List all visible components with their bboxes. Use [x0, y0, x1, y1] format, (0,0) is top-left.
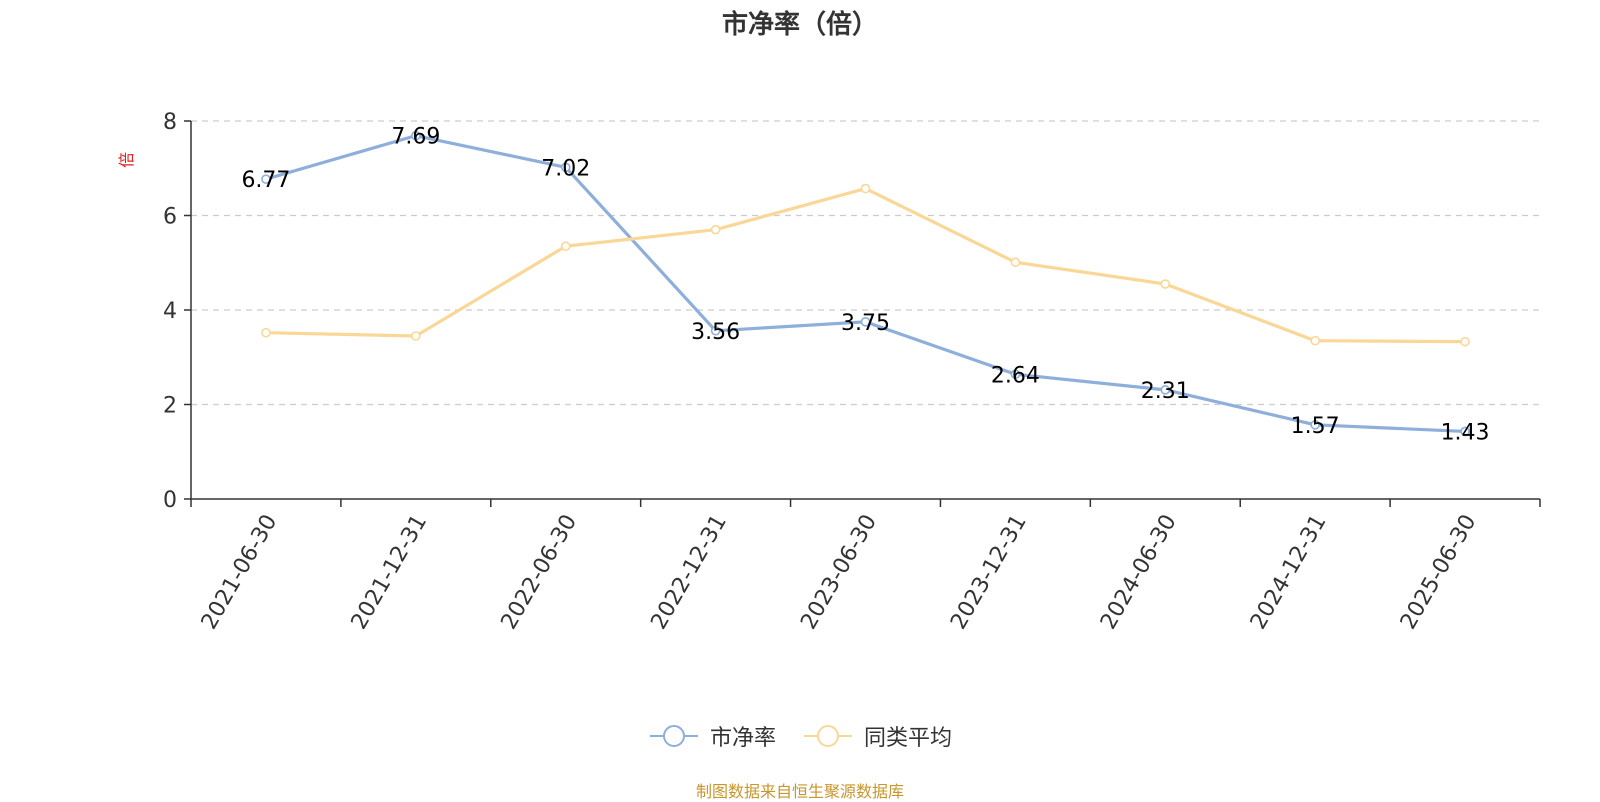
x-tick-label: 2025-06-30 [1396, 511, 1482, 634]
x-tick-label: 2021-06-30 [197, 511, 283, 634]
y-tick-label: 8 [163, 110, 177, 135]
data-point[interactable] [1310, 335, 1320, 346]
data-point[interactable] [1010, 369, 1021, 380]
data-labels: 6.77 7.69 7.02 3.56 3.75 2.64 2.31 1.57 1.43 [241, 125, 1489, 446]
legend: 市净率 同类平均 [0, 720, 1600, 752]
y-axis-unit-label: 倍 [117, 152, 136, 168]
legend-item[interactable]: 同类平均 [802, 720, 952, 752]
legend-marker-icon [649, 725, 698, 747]
series-lines [261, 130, 1470, 437]
data-label: 3.75 [841, 311, 890, 336]
data-label: 6.77 [241, 168, 290, 193]
x-tick-label: 2021-12-31 [347, 511, 433, 634]
data-point[interactable] [560, 162, 571, 173]
data-point[interactable] [411, 130, 421, 141]
data-point[interactable] [1160, 385, 1171, 395]
data-point[interactable] [860, 183, 871, 194]
legend-item[interactable]: 市净率 [648, 720, 776, 752]
data-point[interactable] [710, 325, 721, 336]
y-tick-label: 2 [163, 394, 177, 419]
data-label: 3.56 [691, 320, 740, 345]
data-label: 7.69 [391, 125, 440, 150]
data-label: 2.64 [991, 363, 1040, 388]
y-tick-label: 4 [163, 299, 177, 324]
data-point[interactable] [261, 327, 271, 338]
data-point[interactable] [1010, 257, 1021, 268]
legend-label: 同类平均 [864, 726, 953, 751]
source-note: 制图数据来自恒生聚源数据库 [695, 782, 904, 801]
x-tick-label: 2023-06-30 [796, 511, 882, 634]
data-point[interactable] [261, 174, 271, 184]
data-point[interactable] [1460, 336, 1470, 347]
legend-marker-icon [804, 725, 852, 747]
legend-label: 市净率 [709, 726, 776, 751]
y-tick-label: 6 [163, 205, 177, 230]
axes: 0 2 4 6 8 2021-06-30 2021-12-31 2022-06-30 2022-… [163, 110, 1541, 634]
data-point[interactable] [710, 224, 721, 235]
data-point[interactable] [560, 241, 571, 252]
x-tick-label: 2022-12-31 [646, 511, 732, 634]
data-point[interactable] [860, 317, 871, 327]
data-point[interactable] [411, 331, 421, 341]
x-tick-label: 2023-12-31 [946, 511, 1032, 634]
data-label: 2.31 [1141, 379, 1190, 404]
x-tick-label: 2022-06-30 [497, 511, 583, 634]
x-tick-label: 2024-06-30 [1096, 511, 1182, 634]
x-tick-label: 2024-12-31 [1246, 511, 1332, 634]
y-tick-label: 0 [163, 488, 177, 513]
data-point[interactable] [1460, 426, 1470, 437]
data-point[interactable] [1160, 279, 1171, 289]
chart-title: 市净率（倍） [721, 10, 878, 40]
data-label: 1.57 [1291, 414, 1340, 439]
data-label: 1.43 [1441, 420, 1490, 445]
grid-lines [191, 120, 1540, 406]
series-line-1 [265, 134, 1466, 434]
data-point[interactable] [1310, 420, 1320, 430]
data-label: 7.02 [541, 156, 590, 181]
